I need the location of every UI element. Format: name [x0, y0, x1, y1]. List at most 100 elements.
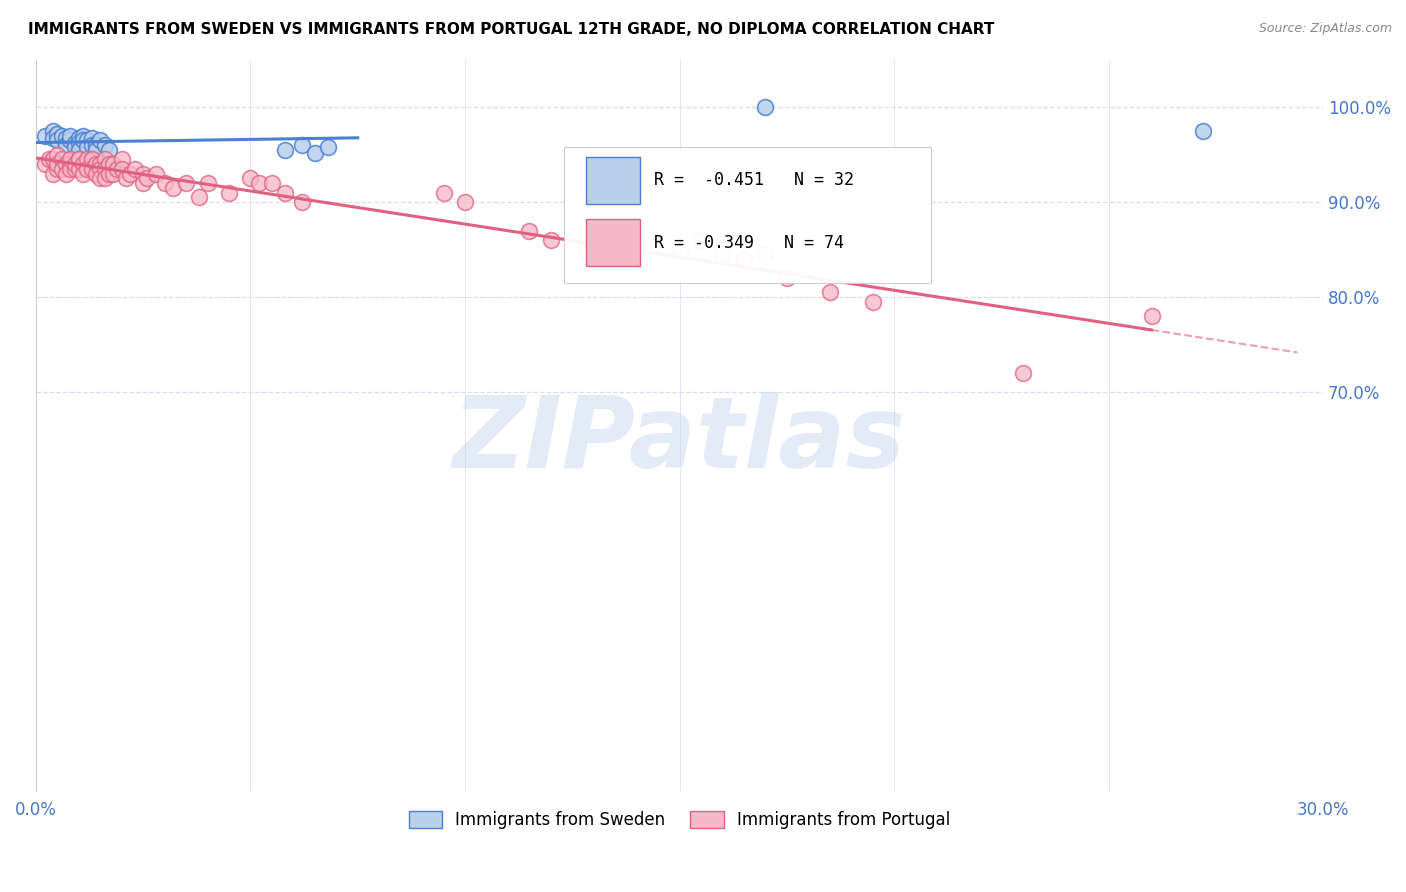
Point — [63, 140, 86, 154]
Point — [120, 167, 142, 181]
Point — [97, 167, 120, 181]
Point — [72, 133, 94, 147]
Point — [46, 147, 69, 161]
Point — [260, 176, 283, 190]
Point — [72, 167, 94, 181]
Point — [67, 153, 90, 167]
Point — [63, 136, 86, 151]
Text: R = -0.349   N = 74: R = -0.349 N = 74 — [654, 234, 844, 252]
Point — [93, 171, 115, 186]
FancyBboxPatch shape — [564, 147, 931, 283]
Point — [304, 145, 326, 160]
Point — [733, 252, 755, 267]
Point — [626, 238, 648, 252]
Point — [291, 138, 314, 153]
Point — [59, 161, 82, 176]
Point — [46, 157, 69, 171]
Point — [76, 153, 98, 167]
Point — [145, 167, 167, 181]
Text: R =  -0.451   N = 32: R = -0.451 N = 32 — [654, 171, 853, 189]
Point — [67, 153, 90, 167]
Point — [1140, 309, 1163, 323]
Point — [51, 128, 73, 143]
Point — [76, 140, 98, 154]
Point — [97, 157, 120, 171]
Point — [72, 157, 94, 171]
Point — [80, 130, 103, 145]
Point — [46, 127, 69, 141]
Point — [84, 143, 107, 157]
Point — [72, 128, 94, 143]
FancyBboxPatch shape — [585, 157, 640, 204]
Point — [42, 124, 65, 138]
Point — [668, 243, 690, 257]
Point — [55, 157, 77, 171]
Point — [93, 153, 115, 167]
Point — [818, 285, 841, 300]
Point — [111, 161, 134, 176]
Point — [84, 157, 107, 171]
Point — [84, 138, 107, 153]
Point — [93, 138, 115, 153]
Point — [274, 186, 297, 200]
Point — [132, 176, 155, 190]
Point — [55, 138, 77, 153]
Point — [51, 161, 73, 176]
Point — [97, 143, 120, 157]
Point — [38, 153, 60, 167]
Point — [84, 167, 107, 181]
Point — [59, 133, 82, 147]
Point — [776, 271, 799, 285]
Point — [291, 195, 314, 210]
Point — [754, 100, 776, 114]
Point — [59, 128, 82, 143]
Point — [690, 233, 713, 247]
Point — [34, 157, 56, 171]
Point — [454, 195, 477, 210]
Point — [89, 171, 111, 186]
Text: Source: ZipAtlas.com: Source: ZipAtlas.com — [1258, 22, 1392, 36]
Point — [59, 157, 82, 171]
Point — [51, 153, 73, 167]
Point — [46, 161, 69, 176]
Point — [67, 130, 90, 145]
Point — [63, 161, 86, 176]
Point — [76, 133, 98, 147]
FancyBboxPatch shape — [585, 219, 640, 267]
Point — [80, 161, 103, 176]
Point — [247, 176, 270, 190]
Point — [67, 143, 90, 157]
Point — [136, 171, 159, 186]
Point — [46, 133, 69, 147]
Point — [124, 161, 146, 176]
Point — [59, 153, 82, 167]
Point — [582, 228, 605, 243]
Point — [55, 167, 77, 181]
Point — [101, 157, 124, 171]
Point — [432, 186, 454, 200]
Point — [519, 224, 541, 238]
Point — [76, 161, 98, 176]
Point — [93, 161, 115, 176]
Point — [115, 171, 138, 186]
Point — [63, 157, 86, 171]
Point — [711, 247, 734, 261]
Point — [42, 130, 65, 145]
Point — [316, 140, 339, 154]
Point — [239, 171, 262, 186]
Point — [153, 176, 176, 190]
Point — [107, 161, 129, 176]
Point — [188, 190, 211, 204]
Point — [1192, 124, 1215, 138]
Point — [540, 233, 562, 247]
Point — [67, 136, 90, 151]
Point — [80, 138, 103, 153]
Point — [132, 167, 155, 181]
Point — [274, 143, 297, 157]
Point — [162, 181, 184, 195]
Text: IMMIGRANTS FROM SWEDEN VS IMMIGRANTS FROM PORTUGAL 12TH GRADE, NO DIPLOMA CORREL: IMMIGRANTS FROM SWEDEN VS IMMIGRANTS FRO… — [28, 22, 994, 37]
Point — [89, 161, 111, 176]
Point — [67, 161, 90, 176]
Text: ZIPatlas: ZIPatlas — [453, 392, 905, 489]
Point — [218, 186, 240, 200]
